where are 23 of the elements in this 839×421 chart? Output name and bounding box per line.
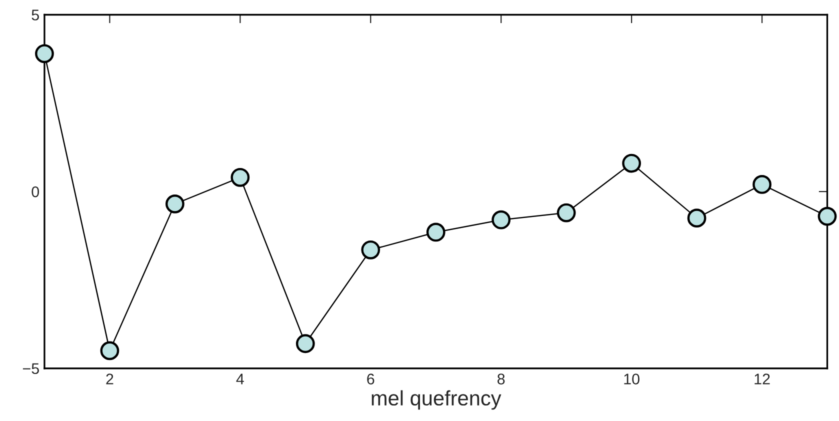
point bbox=[165, 194, 184, 214]
point bbox=[622, 154, 641, 173]
point bbox=[35, 44, 54, 64]
y-tick-label: 5 bbox=[32, 10, 39, 20]
point bbox=[752, 175, 772, 194]
y-tick-label: 0 bbox=[32, 186, 40, 198]
point bbox=[818, 206, 837, 226]
x-tick-label: 10 bbox=[624, 374, 640, 384]
x-tick-label: 8 bbox=[498, 374, 505, 384]
x-tick-label: 2 bbox=[106, 374, 114, 384]
point bbox=[426, 222, 446, 242]
x-axis-title: mel quefrency bbox=[372, 390, 502, 410]
x-tick-label: 6 bbox=[367, 374, 374, 384]
point bbox=[492, 210, 511, 230]
point bbox=[296, 334, 315, 354]
point bbox=[556, 203, 576, 222]
point bbox=[687, 208, 706, 228]
point bbox=[361, 240, 380, 260]
point bbox=[100, 341, 120, 360]
y-tick-label: −5 bbox=[22, 363, 39, 374]
point bbox=[230, 168, 250, 187]
x-tick-label: 4 bbox=[236, 374, 244, 384]
x-tick-label: 12 bbox=[754, 374, 770, 384]
